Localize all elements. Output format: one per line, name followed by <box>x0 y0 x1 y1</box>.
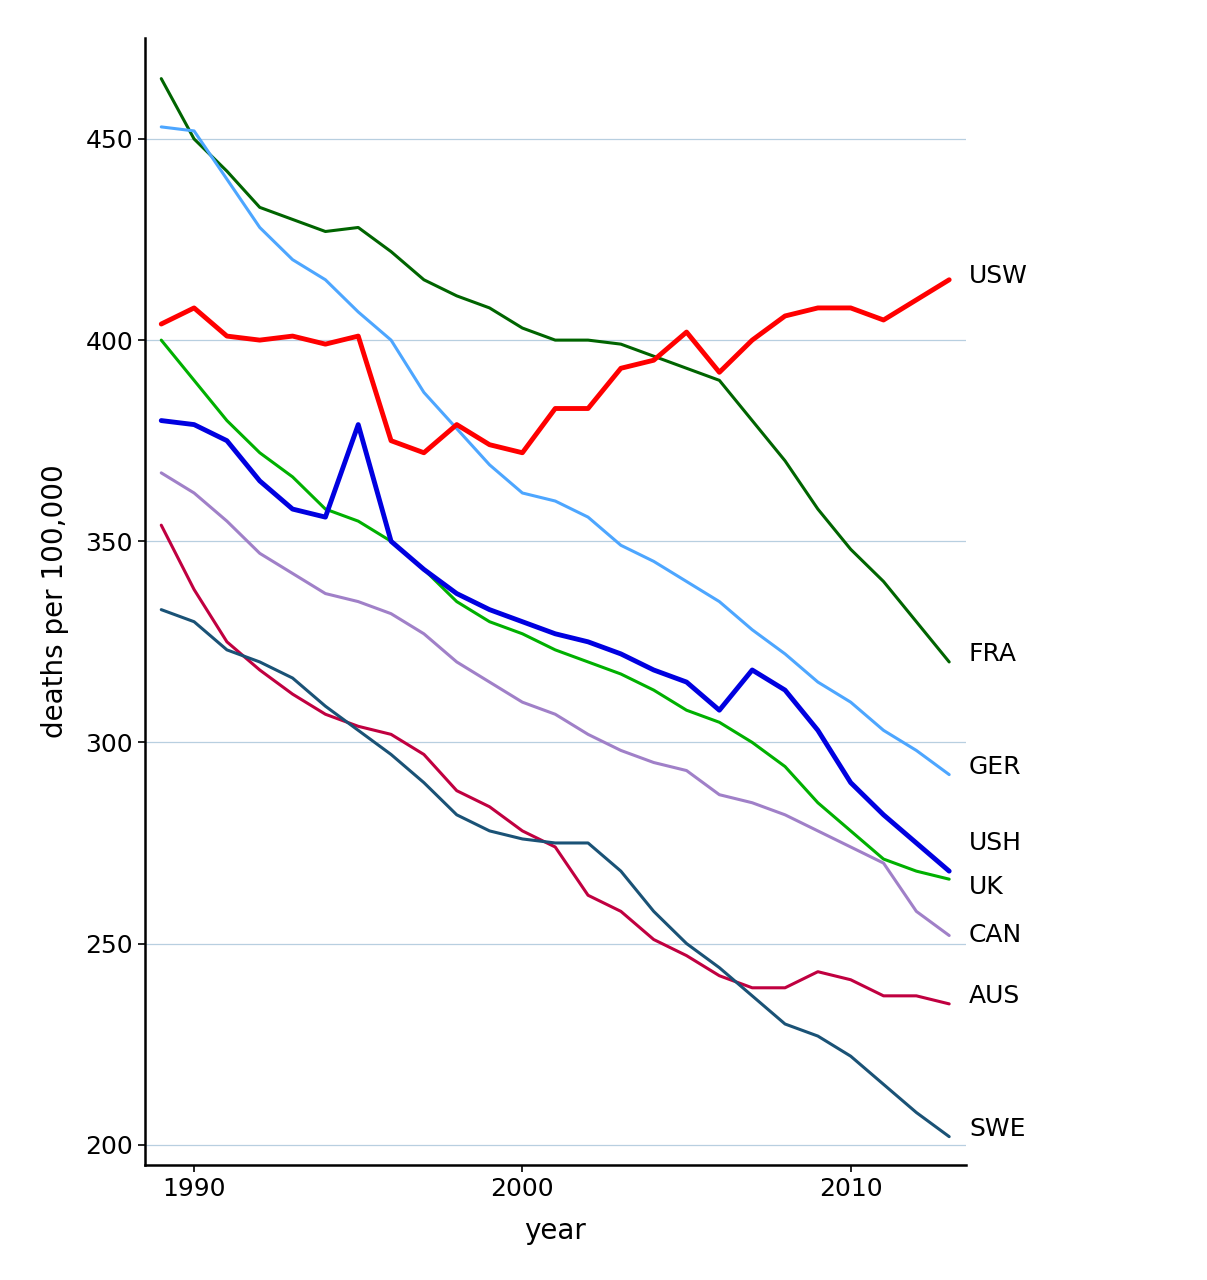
Text: GER: GER <box>969 754 1021 778</box>
Text: USH: USH <box>969 831 1022 855</box>
Text: UK: UK <box>969 876 1004 900</box>
X-axis label: year: year <box>524 1217 587 1245</box>
Text: AUS: AUS <box>969 984 1020 1007</box>
Text: CAN: CAN <box>969 923 1022 947</box>
Text: USW: USW <box>969 264 1027 288</box>
Y-axis label: deaths per 100,000: deaths per 100,000 <box>41 465 69 739</box>
Text: SWE: SWE <box>969 1116 1026 1140</box>
Text: FRA: FRA <box>969 641 1016 666</box>
